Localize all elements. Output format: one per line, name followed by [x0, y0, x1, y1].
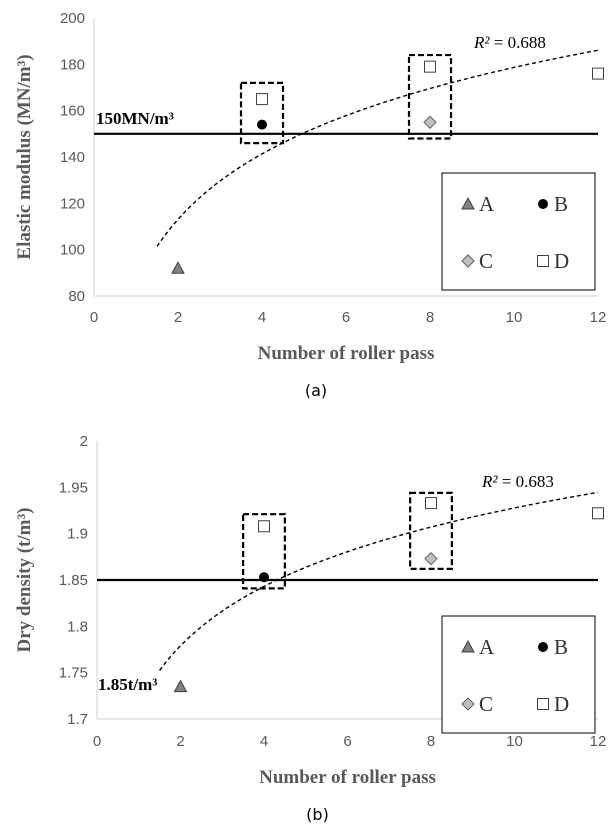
data-point-a [171, 261, 185, 274]
x-tick-label: 4 [260, 733, 268, 750]
r-squared-label: R² = 0.688 [473, 33, 546, 52]
trendline [159, 491, 599, 671]
y-axis-title: Elastic modulus (MN/m³) [14, 54, 35, 259]
legend-marker-b [538, 642, 548, 652]
y-tick-label: 1.8 [67, 618, 88, 635]
legend-label-c: C [479, 692, 493, 716]
chart-panel-1: 80 100 120 140 160 180 200 0 2 4 6 8 10 12 Number of r… [14, 10, 606, 400]
legend-label-c: C [479, 249, 493, 273]
x-axis-title: Number of roller pass [258, 343, 435, 364]
reference-line-label: 1.85t/m³ [98, 675, 157, 694]
y-tick-label: 80 [68, 288, 85, 305]
y-tick-label: 1.85 [59, 572, 88, 589]
x-tick-label: 0 [93, 733, 101, 750]
legend-label-a: A [479, 635, 495, 659]
legend-marker-a [461, 639, 475, 653]
x-tick-label: 6 [342, 309, 350, 326]
y-tick-label: 160 [60, 103, 85, 120]
legend: A B C D [441, 615, 596, 734]
highlight-box [409, 491, 453, 570]
x-tick-label: 0 [90, 309, 98, 326]
chart-panel-2: 1.7 1.75 1.8 1.85 1.9 1.95 2 0 2 4 6 8 10 12 Number of… [14, 433, 606, 824]
y-tick-label: 100 [60, 242, 85, 259]
highlight-box [242, 513, 286, 590]
data-point-c [424, 551, 438, 566]
x-tick-label: 8 [427, 733, 435, 750]
legend-marker-d [537, 698, 549, 710]
x-tick-label: 8 [426, 309, 434, 326]
data-point-d [424, 60, 436, 73]
figure-caption: (a) [305, 381, 327, 400]
data-point-b [259, 572, 269, 583]
y-tick-label: 140 [60, 149, 85, 166]
data-point-c [423, 115, 437, 129]
y-tick-label: 120 [60, 195, 85, 212]
data-point-d [425, 497, 437, 510]
x-tick-label: 2 [176, 733, 184, 750]
x-tick-label: 10 [506, 309, 523, 326]
highlight-box [239, 81, 285, 145]
legend-marker-c [461, 697, 475, 711]
data-point-d [256, 93, 268, 106]
data-point-d [258, 520, 270, 533]
y-tick-label: 1.7 [67, 711, 88, 728]
trendline [156, 49, 599, 247]
legend-label-a: A [479, 192, 495, 216]
legend: A B C D [441, 172, 596, 291]
y-tick-label: 200 [60, 10, 85, 27]
y-tick-label: 1.9 [67, 526, 88, 543]
legend-box [441, 615, 596, 734]
x-tick-label: 4 [258, 309, 266, 326]
legend-label-b: B [554, 192, 568, 216]
legend-marker-b [538, 199, 548, 209]
legend-marker-a [461, 196, 475, 210]
legend-label-d: D [554, 249, 569, 273]
y-tick-label: 1.95 [59, 479, 88, 496]
x-axis-title: Number of roller pass [259, 767, 436, 788]
highlight-box [407, 53, 453, 140]
data-point-d [592, 67, 604, 80]
data-point-a [173, 679, 188, 693]
x-tick-label: 6 [343, 733, 351, 750]
legend-box [441, 172, 596, 291]
legend-marker-d [537, 255, 549, 267]
y-axis-title: Dry density (t/m³) [14, 507, 35, 652]
data-point-d [592, 507, 604, 520]
figure-caption: (b) [306, 805, 329, 824]
y-tick-label: 2 [80, 433, 88, 450]
reference-line-label: 150MN/m³ [96, 109, 174, 128]
legend-marker-c [461, 254, 475, 268]
y-tick-label: 180 [60, 56, 85, 73]
legend-label-b: B [554, 635, 568, 659]
x-tick-label: 2 [174, 309, 182, 326]
x-tick-label: 12 [590, 309, 607, 326]
data-point-b [257, 119, 267, 130]
x-tick-label: 10 [506, 733, 523, 750]
y-tick-label: 1.75 [59, 665, 88, 682]
x-tick-label: 12 [590, 733, 607, 750]
legend-label-d: D [554, 692, 569, 716]
r-squared-label: R² = 0.683 [481, 472, 554, 491]
